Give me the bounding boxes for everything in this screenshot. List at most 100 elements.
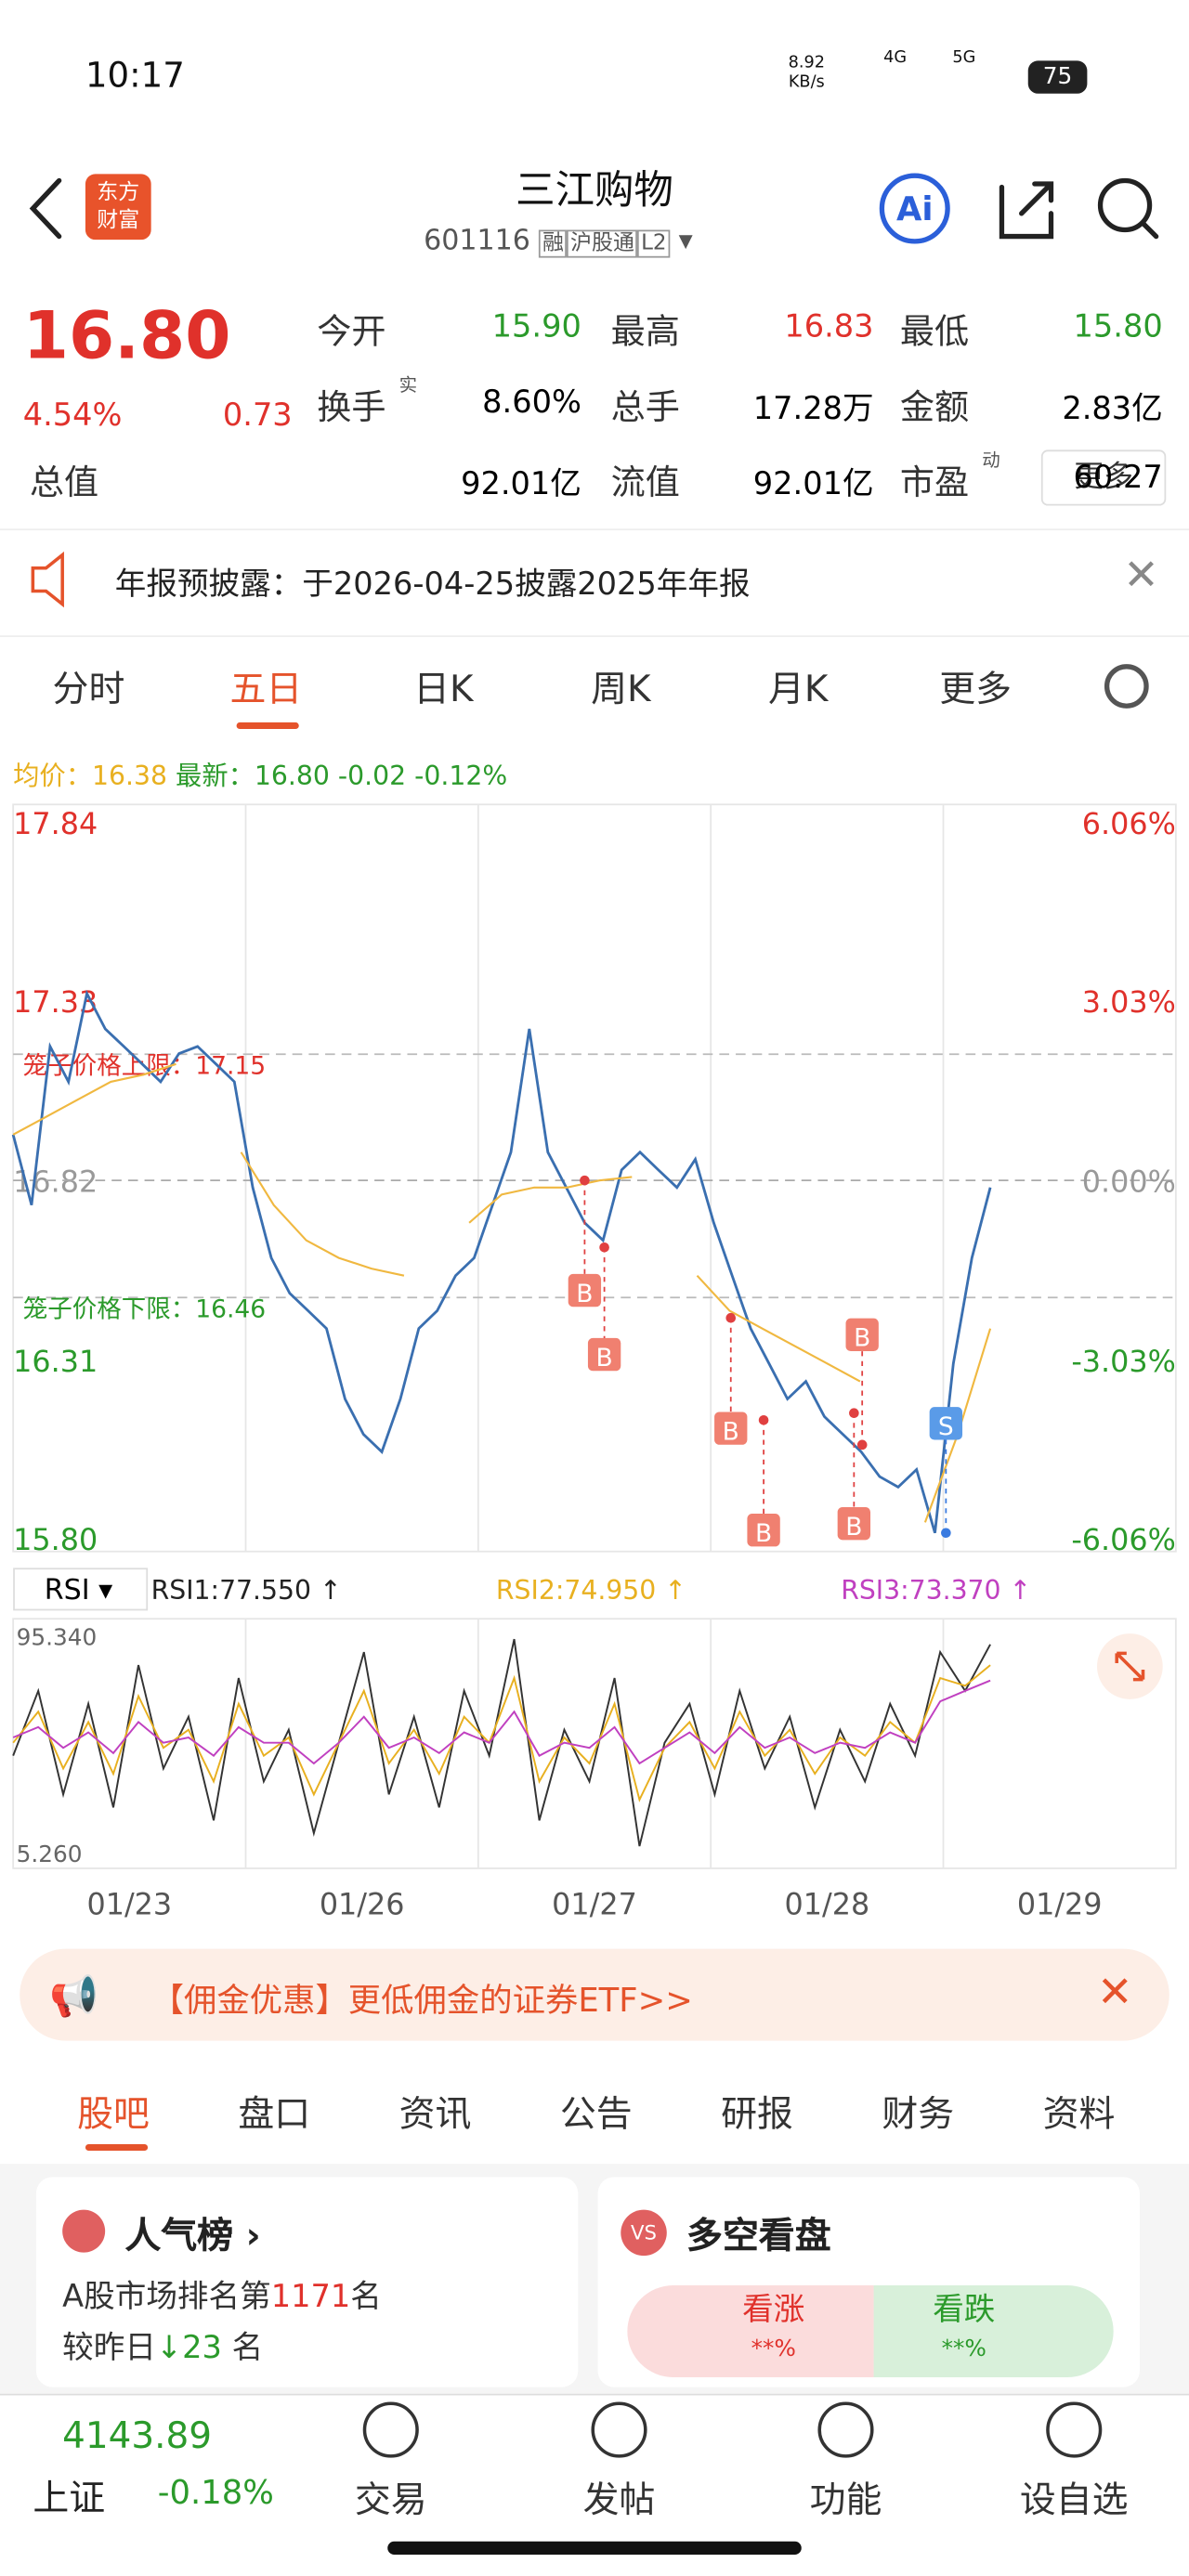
trade-label: B xyxy=(723,1418,739,1447)
price-line xyxy=(11,989,992,1534)
legend-value: 16.38 xyxy=(92,760,168,792)
ad-banner[interactable] xyxy=(20,1948,1169,2041)
down-label: 看跌 **% xyxy=(933,2292,995,2367)
tab[interactable]: 五日 xyxy=(229,670,303,711)
rank-value: 1171 xyxy=(270,2278,351,2315)
bottom-tab[interactable]: 资料 xyxy=(1042,2094,1116,2137)
down-text: 看跌 xyxy=(933,2292,996,2328)
x-tick-label: 01/26 xyxy=(320,1886,405,1921)
settings-icon[interactable] xyxy=(1104,664,1149,709)
speed-unit: KB/s xyxy=(788,73,825,93)
trade-label: S xyxy=(938,1412,954,1441)
nav-icon xyxy=(362,2401,419,2458)
tab-indicator xyxy=(236,722,299,729)
back-icon[interactable] xyxy=(29,177,62,240)
header-icons xyxy=(29,173,1159,709)
ad-close[interactable]: ✕ xyxy=(1096,1968,1133,2018)
bottom-tab[interactable]: 财务 xyxy=(882,2094,955,2137)
expand-icon xyxy=(1115,1651,1145,1682)
trade-box xyxy=(568,1273,602,1308)
stat-sup: 实 xyxy=(399,374,418,397)
nav-item[interactable]: 设自选 xyxy=(1019,2480,1129,2522)
rsi-frame xyxy=(12,1618,1177,1869)
legend-value: -0.12% xyxy=(414,760,508,792)
stat-label: 最高 xyxy=(610,311,680,352)
rsi-line xyxy=(12,1638,991,1847)
down-button[interactable] xyxy=(873,2285,1114,2378)
share-icon[interactable] xyxy=(999,181,1054,240)
rank-line: A股市场排名第1171名 xyxy=(62,2272,382,2317)
stat-value: 17.28万 xyxy=(752,390,874,427)
up-pct: **% xyxy=(751,2335,796,2363)
stat-value: 16.83 xyxy=(784,308,874,345)
nav-icon xyxy=(591,2401,647,2458)
indicator-select[interactable]: RSI ▾ xyxy=(13,1568,149,1611)
index-value[interactable]: 4143.89 xyxy=(62,2416,213,2458)
trade-box xyxy=(929,1407,963,1440)
search-icon[interactable] xyxy=(1097,177,1153,233)
ad-text[interactable]: 【佣金优惠】更低佣金的证券ETF>> xyxy=(150,1980,693,2020)
close-icon[interactable]: ✕ xyxy=(1123,552,1159,602)
net-4g: 4G xyxy=(883,49,908,68)
stat-label: 换手 xyxy=(317,387,386,427)
speaker-icon xyxy=(31,551,64,608)
stat-value: 15.90 xyxy=(491,308,581,345)
trade-box xyxy=(845,1318,879,1352)
notice[interactable]: 年报预披露：于2026-04-25披露2025年年报 xyxy=(114,566,751,603)
ai-icon[interactable] xyxy=(879,173,950,244)
code: 601116 融沪股通 L2 ▾ xyxy=(424,225,693,258)
nav-item[interactable]: 发帖 xyxy=(582,2480,656,2522)
ls-title: 多空看盘 xyxy=(686,2216,831,2257)
y2-tick-label: 6.06% xyxy=(1082,806,1176,841)
time: 10:17 xyxy=(85,56,185,96)
trade-label: B xyxy=(854,1324,870,1353)
legend-value: -0.02 xyxy=(337,760,407,792)
up-text: 看涨 xyxy=(742,2292,805,2328)
rank-card[interactable] xyxy=(35,2177,579,2387)
ad-icon: 📢 xyxy=(49,1973,98,2020)
stat-value: 92.01亿 xyxy=(752,466,874,502)
rank-text: A股市场排名第 xyxy=(62,2278,271,2315)
stat-label: 金额 xyxy=(899,387,970,427)
tab[interactable]: 分时 xyxy=(52,670,125,711)
logo-text: 财富 xyxy=(97,208,140,234)
home-indicator xyxy=(387,2541,802,2555)
change: 0.73 xyxy=(222,397,293,434)
nav-item[interactable]: 功能 xyxy=(809,2480,882,2522)
nav-item[interactable]: 交易 xyxy=(354,2480,427,2522)
stat-label: 最低 xyxy=(899,311,970,352)
bottom-tab[interactable]: 研报 xyxy=(721,2094,793,2137)
speed-value: 8.92 xyxy=(788,54,825,72)
tab[interactable]: 周K xyxy=(591,670,651,711)
rank-title-text: 人气榜 xyxy=(124,2216,234,2257)
more-button[interactable]: 更多 xyxy=(1040,449,1167,506)
rank-icon xyxy=(62,2209,106,2253)
x-tick-label: 01/27 xyxy=(552,1886,637,1921)
bottom-tab[interactable]: 公告 xyxy=(559,2094,633,2137)
y2-tick-label: -6.06% xyxy=(1071,1522,1176,1557)
tab[interactable]: 更多 xyxy=(939,670,1013,711)
chart-frame xyxy=(12,803,1177,1553)
logo[interactable]: 东方 财富 xyxy=(85,174,151,241)
x-tick-label: 01/29 xyxy=(1017,1886,1103,1921)
stat-value: 60.27 xyxy=(1073,460,1163,496)
bottom-tab[interactable]: 资讯 xyxy=(399,2094,472,2137)
title: 三江购物 xyxy=(516,167,673,214)
trade-label: B xyxy=(596,1344,613,1373)
up-button[interactable] xyxy=(627,2285,874,2378)
bottom-tab[interactable]: 股吧 xyxy=(77,2094,150,2137)
bottom-tab[interactable]: 盘口 xyxy=(238,2094,311,2137)
vs-text: 较昨日 xyxy=(62,2329,156,2366)
logo-text: 东方 xyxy=(97,180,140,205)
tab[interactable]: 月K xyxy=(768,670,829,711)
speed: 8.92 KB/s xyxy=(789,54,825,93)
stat-value: 2.83亿 xyxy=(1062,390,1163,427)
legend-value: 16.80 xyxy=(254,760,330,792)
limit-label: 笼子价格下限：16.46 xyxy=(23,1295,266,1323)
y2-tick-label: 3.03% xyxy=(1082,984,1176,1020)
tab[interactable]: 日K xyxy=(413,670,474,711)
rank-unit: 名 xyxy=(350,2278,382,2315)
vs-value: 23 xyxy=(182,2329,222,2366)
